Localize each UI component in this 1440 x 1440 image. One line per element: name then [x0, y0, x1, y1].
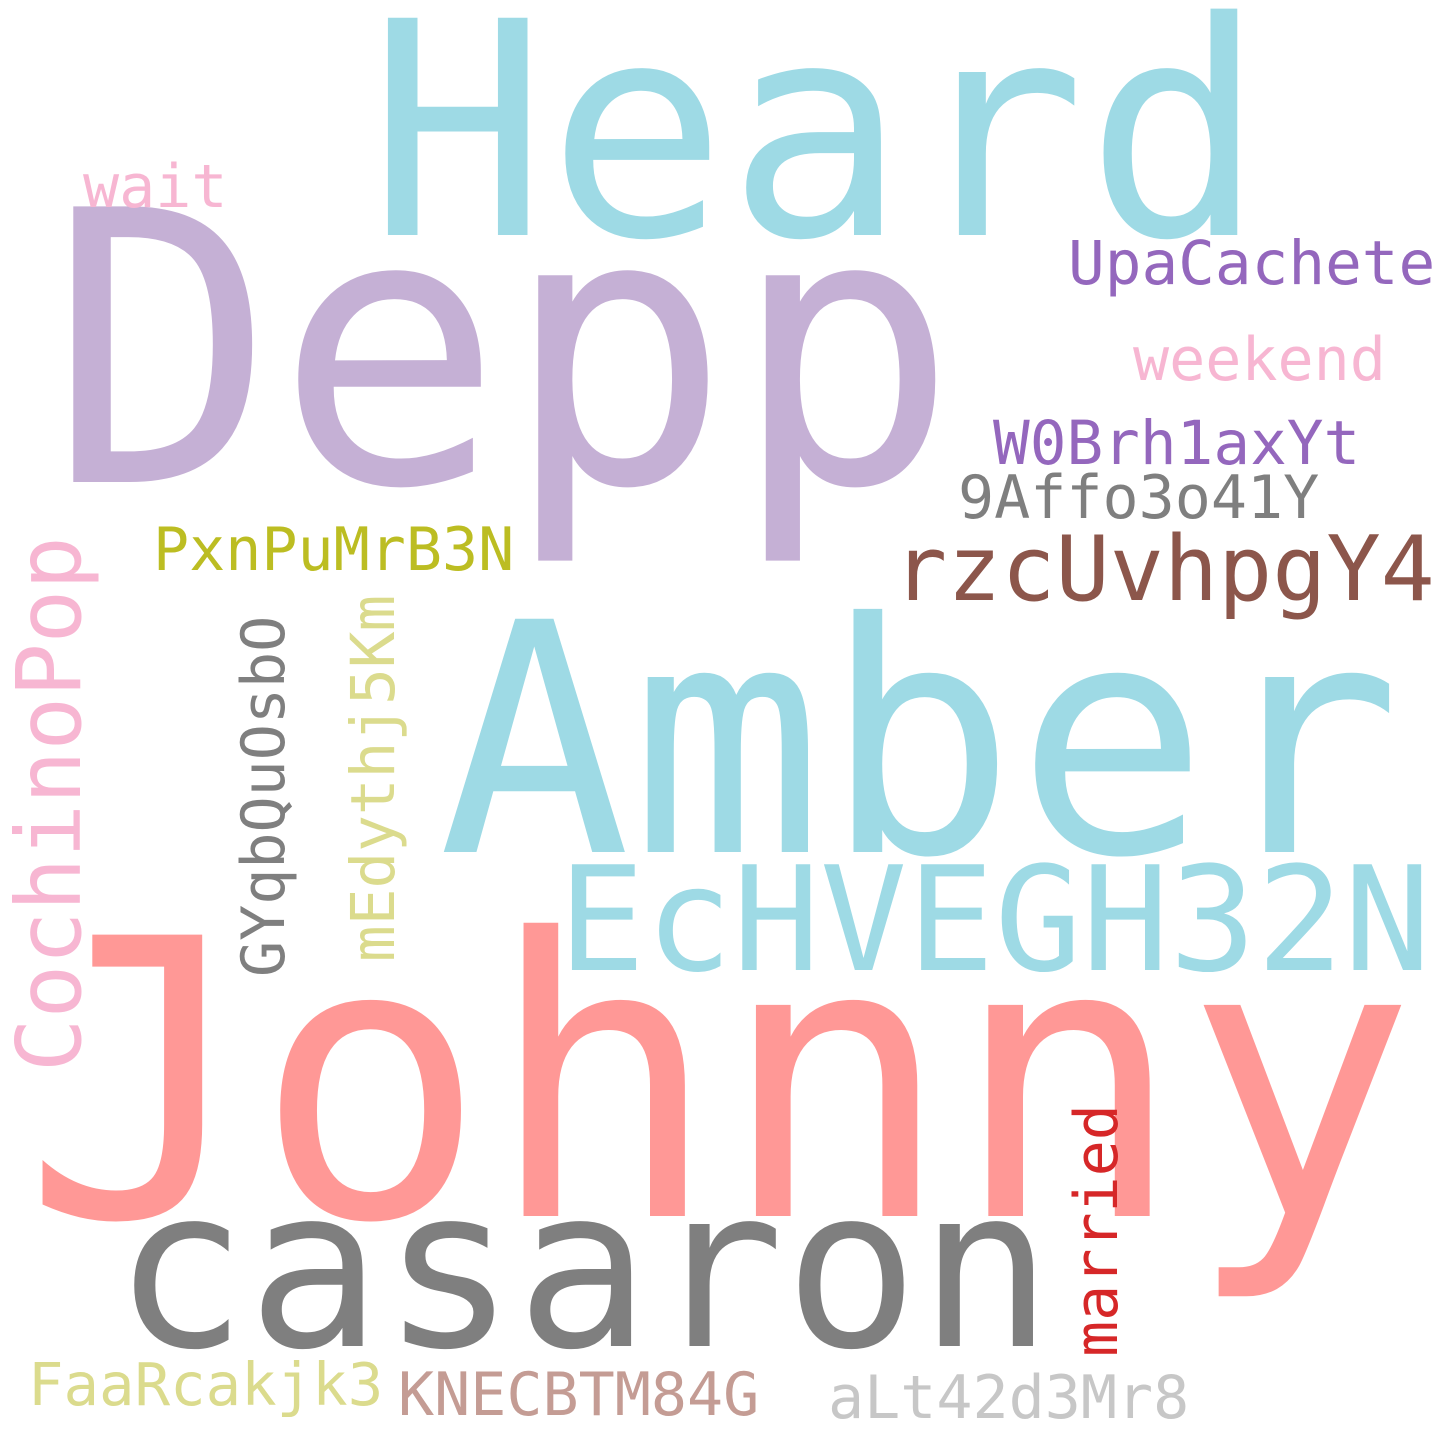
word: mEdythj5Km: [338, 595, 409, 962]
word: Depp: [48, 132, 958, 572]
word: rzcUvhpgY4: [893, 517, 1435, 622]
word: Johnny: [22, 859, 1416, 1308]
word: casaron: [113, 1139, 1053, 1399]
word: wait: [83, 152, 228, 222]
word: weekend: [1133, 325, 1386, 395]
word: EcHVEGH32N: [558, 836, 1431, 1005]
word: married: [1062, 1104, 1132, 1357]
word: GYqbQuOsbO: [229, 616, 299, 977]
word: UpaCachete: [1068, 228, 1435, 299]
word: Heard: [368, 0, 1265, 306]
word: Amber: [438, 556, 1401, 928]
word: 9Affo3o41Y: [958, 463, 1319, 533]
word: PxnPuMrB3N: [153, 515, 514, 585]
word: W0Brh1axYt: [993, 408, 1360, 479]
word: aLt42d3Mr8: [828, 1363, 1189, 1433]
word: KNECBTM84G: [398, 1360, 759, 1430]
word: CochinoPop: [0, 536, 101, 1072]
word: FaaRcakjk3: [28, 1350, 383, 1419]
